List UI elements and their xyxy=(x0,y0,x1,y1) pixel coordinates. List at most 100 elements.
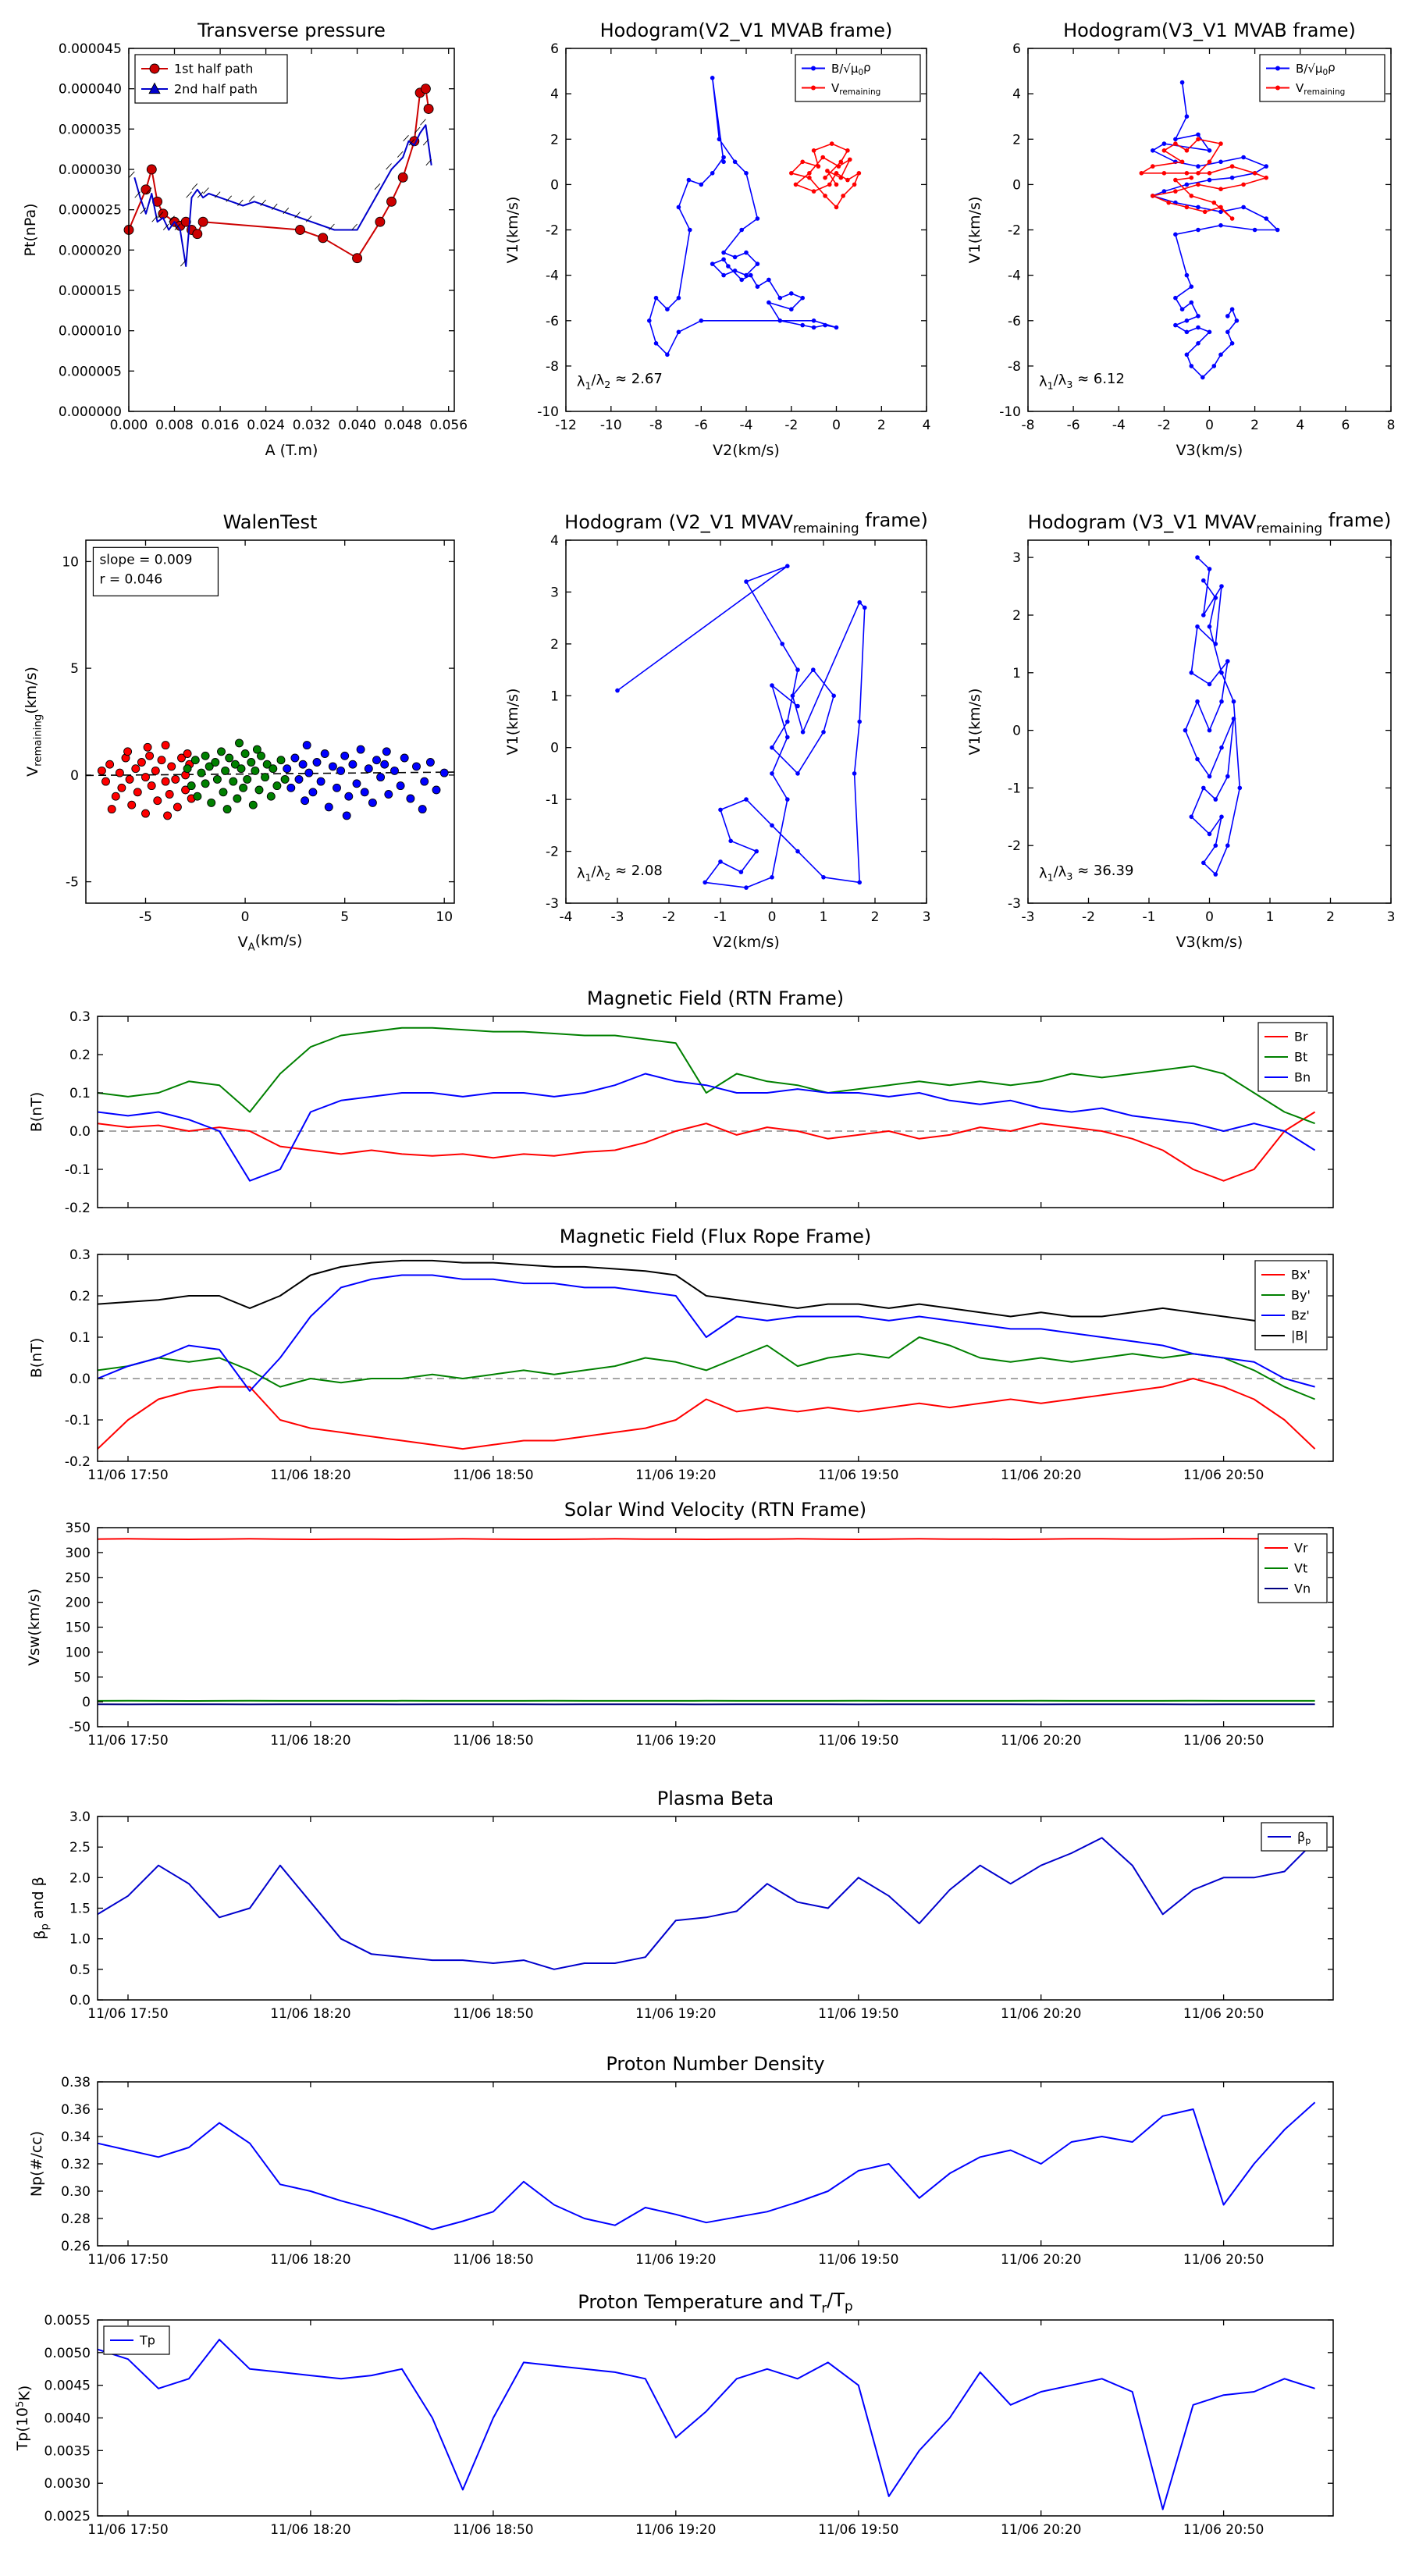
beta-plot: 11/06 17:50 11/06 18:20 11/06 18:50 11/06 1… xyxy=(16,1776,1343,2045)
svg-text:-0.1: -0.1 xyxy=(65,1413,91,1429)
svg-text:Transverse pressure: Transverse pressure xyxy=(197,20,386,41)
svg-text:100: 100 xyxy=(66,1645,91,1660)
svg-text:βp and β: βp and β xyxy=(30,1877,51,1940)
svg-text:1: 1 xyxy=(550,688,559,704)
svg-text:0.2: 0.2 xyxy=(69,1289,91,1304)
svg-text:0: 0 xyxy=(550,741,559,756)
vsw-plot: 11/06 17:50 11/06 18:20 11/06 18:50 11/06 1… xyxy=(16,1487,1343,1772)
svg-text:B/√μ0ρ: B/√μ0ρ xyxy=(1296,60,1336,77)
svg-text:11/06 19:50: 11/06 19:50 xyxy=(818,2522,898,2538)
svg-text:6: 6 xyxy=(1012,41,1021,57)
svg-text:0.5: 0.5 xyxy=(69,1962,91,1978)
svg-text:11/06 19:20: 11/06 19:20 xyxy=(635,2252,716,2268)
svg-text:2: 2 xyxy=(550,637,559,653)
svg-text:11/06 18:20: 11/06 18:20 xyxy=(270,2252,350,2268)
svg-text:-10: -10 xyxy=(999,404,1021,420)
svg-text:0: 0 xyxy=(832,418,841,433)
svg-text:11/06 18:50: 11/06 18:50 xyxy=(453,1733,533,1749)
svg-text:300: 300 xyxy=(66,1546,91,1561)
svg-text:-2: -2 xyxy=(1008,838,1021,854)
svg-text:By': By' xyxy=(1291,1288,1311,1303)
svg-text:1: 1 xyxy=(1266,909,1275,925)
svg-text:0.0040: 0.0040 xyxy=(44,2411,91,2427)
svg-text:-50: -50 xyxy=(69,1720,91,1735)
svg-text:Bz': Bz' xyxy=(1291,1308,1310,1323)
svg-text:11/06 18:50: 11/06 18:50 xyxy=(453,2006,533,2022)
svg-text:slope = 0.009: slope = 0.009 xyxy=(99,552,192,568)
svg-text:0.0030: 0.0030 xyxy=(44,2476,91,2492)
chart-walen-test: -5 0 5 10 -5 0 5 10 WalenTest VA(km/s) Vremaining(… xyxy=(12,501,468,970)
svg-text:0.1: 0.1 xyxy=(69,1086,91,1101)
svg-text:Vremaining: Vremaining xyxy=(1296,81,1345,97)
svg-text:0.2: 0.2 xyxy=(69,1048,91,1063)
svg-text:0.000005: 0.000005 xyxy=(59,364,122,379)
svg-text:11/06 19:50: 11/06 19:50 xyxy=(818,1468,898,1483)
svg-text:V3(km/s): V3(km/s) xyxy=(1176,934,1243,951)
svg-text:11/06 20:50: 11/06 20:50 xyxy=(1183,2006,1264,2022)
svg-text:11/06 19:20: 11/06 19:20 xyxy=(635,2522,716,2538)
svg-text:V1(km/s): V1(km/s) xyxy=(966,688,984,756)
svg-text:1: 1 xyxy=(820,909,828,925)
chart-proton-temperature: 11/06 17:50 11/06 18:20 11/06 18:50 11/06 1… xyxy=(14,2279,1343,2564)
svg-text:11/06 20:50: 11/06 20:50 xyxy=(1183,2522,1264,2538)
svg-text:Proton Temperature and Tr/Tp: Proton Temperature and Tr/Tp xyxy=(578,2290,852,2316)
svg-text:2: 2 xyxy=(1326,909,1335,925)
svg-text:0.024: 0.024 xyxy=(247,418,285,433)
svg-text:A (T.m): A (T.m) xyxy=(265,442,318,459)
svg-text:10: 10 xyxy=(436,909,453,925)
svg-text:0.36: 0.36 xyxy=(61,2102,91,2118)
svg-text:-6: -6 xyxy=(1008,314,1021,329)
svg-text:4: 4 xyxy=(1012,87,1021,102)
svg-text:2: 2 xyxy=(871,909,880,925)
svg-text:50: 50 xyxy=(73,1670,91,1685)
svg-text:11/06 18:50: 11/06 18:50 xyxy=(453,2522,533,2538)
svg-text:0.0050: 0.0050 xyxy=(44,2346,91,2361)
svg-text:V1(km/s): V1(km/s) xyxy=(504,197,521,264)
svg-text:-4: -4 xyxy=(560,909,573,925)
svg-text:4: 4 xyxy=(1296,418,1304,433)
svg-text:-8: -8 xyxy=(546,359,559,375)
svg-text:0.30: 0.30 xyxy=(61,2184,91,2200)
svg-text:11/06 17:50: 11/06 17:50 xyxy=(87,2522,168,2538)
svg-text:11/06 17:50: 11/06 17:50 xyxy=(87,1733,168,1749)
svg-text:-1: -1 xyxy=(1143,909,1156,925)
svg-text:V1(km/s): V1(km/s) xyxy=(966,197,984,264)
svg-text:βp: βp xyxy=(1297,1830,1311,1847)
svg-text:0.32: 0.32 xyxy=(61,2157,91,2172)
svg-text:11/06 20:20: 11/06 20:20 xyxy=(1001,2252,1081,2268)
svg-text:-8: -8 xyxy=(1008,359,1021,375)
svg-text:3: 3 xyxy=(1012,550,1021,566)
svg-text:0.3: 0.3 xyxy=(69,1247,91,1263)
svg-text:0.0025: 0.0025 xyxy=(44,2509,91,2524)
b_fr-plot: 11/06 17:50 11/06 18:20 11/06 18:50 11/06 1… xyxy=(16,1214,1343,1507)
svg-text:-2: -2 xyxy=(1082,909,1095,925)
svg-text:0.000045: 0.000045 xyxy=(59,41,122,57)
chart-solar-wind-velocity: 11/06 17:50 11/06 18:20 11/06 18:50 11/06 1… xyxy=(16,1487,1343,1772)
svg-text:Vt: Vt xyxy=(1294,1561,1307,1576)
svg-text:Magnetic Field (RTN Frame): Magnetic Field (RTN Frame) xyxy=(587,987,844,1009)
svg-text:r = 0.046: r = 0.046 xyxy=(99,571,162,587)
svg-text:-8: -8 xyxy=(1022,418,1035,433)
svg-text:11/06 19:50: 11/06 19:50 xyxy=(818,2006,898,2022)
svg-text:11/06 18:50: 11/06 18:50 xyxy=(453,2252,533,2268)
svg-text:11/06 18:20: 11/06 18:20 xyxy=(270,1733,350,1749)
chart-hodogram-v3v1-mvav: -3 -2 -1 0 1 2 3 -3 -2 -1 0 1 2 3 Hodogram (V3_V1 MVAV… xyxy=(954,501,1405,970)
svg-text:11/06 19:50: 11/06 19:50 xyxy=(818,1733,898,1749)
svg-text:-6: -6 xyxy=(1067,418,1080,433)
svg-text:5: 5 xyxy=(340,909,349,925)
svg-text:1st half path: 1st half path xyxy=(174,62,253,76)
svg-text:0.000030: 0.000030 xyxy=(59,162,122,178)
svg-text:λ1/λ2 ≈ 2.08: λ1/λ2 ≈ 2.08 xyxy=(577,863,663,883)
svg-text:0: 0 xyxy=(70,768,79,784)
svg-text:3: 3 xyxy=(923,909,931,925)
svg-text:Vremaining(km/s): Vremaining(km/s) xyxy=(23,667,44,777)
hod_v3v1_mvav-plot: -3 -2 -1 0 1 2 3 -3 -2 -1 0 1 2 3 Hodogram (V3_V1 MVAV… xyxy=(954,501,1405,970)
svg-text:Pt(nPa): Pt(nPa) xyxy=(22,203,39,256)
svg-text:0.0055: 0.0055 xyxy=(44,2313,91,2329)
svg-text:Hodogram(V3_V1 MVAB frame): Hodogram(V3_V1 MVAB frame) xyxy=(1063,20,1356,41)
svg-text:4: 4 xyxy=(550,87,559,102)
svg-text:Vn: Vn xyxy=(1294,1582,1311,1596)
svg-text:250: 250 xyxy=(66,1571,91,1586)
